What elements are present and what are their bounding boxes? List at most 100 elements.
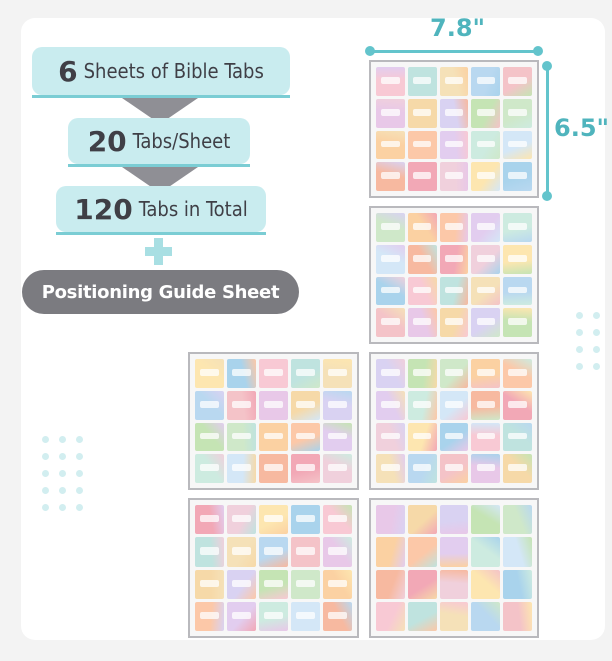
bible-tab xyxy=(376,569,405,599)
bible-tab xyxy=(407,601,437,631)
bible-tab xyxy=(376,67,405,96)
bible-tab xyxy=(376,601,405,631)
bible-tab xyxy=(195,505,224,535)
bible-tab xyxy=(439,130,469,160)
total-count: 120 xyxy=(74,192,133,226)
bible-tab xyxy=(407,359,437,388)
positioning-guide-sheet xyxy=(369,498,539,638)
bible-tab xyxy=(471,162,501,191)
tab-sheet-5 xyxy=(188,498,359,638)
per-sheet-count: 20 xyxy=(87,124,127,158)
bible-tab xyxy=(291,601,320,631)
bible-tab xyxy=(376,130,405,160)
bible-tab xyxy=(259,569,288,599)
bible-tab xyxy=(259,390,288,420)
bible-tab xyxy=(227,505,256,535)
bible-tab xyxy=(503,67,532,96)
width-label: 7.8" xyxy=(430,14,486,42)
bible-tab xyxy=(503,422,532,452)
bible-tab xyxy=(376,359,405,388)
bible-tab xyxy=(439,454,469,483)
bible-tab xyxy=(407,505,437,535)
banner-underline xyxy=(68,164,250,167)
bible-tab xyxy=(407,569,437,599)
bible-tab xyxy=(407,422,437,452)
bible-tab xyxy=(503,569,532,599)
bible-tab xyxy=(439,569,469,599)
bible-tab xyxy=(259,454,288,483)
sheets-banner: 6 Sheets of Bible Tabs xyxy=(32,47,290,95)
bible-tab xyxy=(471,244,501,274)
bible-tab xyxy=(259,601,288,631)
bible-tab xyxy=(503,308,532,337)
bible-tab xyxy=(439,213,469,242)
bible-tab xyxy=(407,213,437,242)
bible-tab xyxy=(291,359,320,388)
bible-tab xyxy=(195,569,224,599)
bible-tab xyxy=(439,390,469,420)
decorative-dots xyxy=(42,436,83,511)
tab-sheet-2 xyxy=(369,206,539,344)
bible-tab xyxy=(407,308,437,337)
bible-tab xyxy=(376,422,405,452)
bible-tab xyxy=(323,537,352,567)
bible-tab xyxy=(471,454,501,483)
bible-tab xyxy=(195,537,224,567)
bible-tab xyxy=(471,569,501,599)
bible-tab xyxy=(376,98,405,128)
bible-tab xyxy=(439,276,469,306)
bible-tab xyxy=(376,162,405,191)
height-dimension-line xyxy=(542,61,552,201)
bible-tab xyxy=(323,359,352,388)
bible-tab xyxy=(376,390,405,420)
bible-tab xyxy=(227,454,256,483)
bible-tab xyxy=(376,505,405,535)
bible-tab xyxy=(471,67,501,96)
bible-tab xyxy=(407,98,437,128)
bible-tab xyxy=(407,454,437,483)
bible-tab xyxy=(407,162,437,191)
bible-tab xyxy=(503,213,532,242)
bible-tab xyxy=(195,601,224,631)
bible-tab xyxy=(407,130,437,160)
bible-tab xyxy=(376,276,405,306)
bible-tab xyxy=(471,276,501,306)
bible-tab xyxy=(195,422,224,452)
per-sheet-label: Tabs/Sheet xyxy=(132,129,231,153)
bible-tab xyxy=(259,422,288,452)
bible-tab xyxy=(471,98,501,128)
per-sheet-banner: 20 Tabs/Sheet xyxy=(68,118,250,164)
total-label: Tabs in Total xyxy=(138,197,248,221)
bible-tab xyxy=(439,244,469,274)
banner-underline xyxy=(56,232,266,235)
tab-sheet-4 xyxy=(369,352,539,490)
bible-tab xyxy=(291,505,320,535)
bible-tab xyxy=(503,601,532,631)
bible-tab xyxy=(503,390,532,420)
bible-tab xyxy=(503,454,532,483)
bible-tab xyxy=(227,601,256,631)
bible-tab xyxy=(503,244,532,274)
bible-tab xyxy=(471,308,501,337)
bible-tab xyxy=(407,390,437,420)
bible-tab xyxy=(323,390,352,420)
plus-icon-bar xyxy=(145,247,172,256)
bible-tab xyxy=(259,505,288,535)
bible-tab xyxy=(407,67,437,96)
bible-tab xyxy=(259,359,288,388)
bible-tab xyxy=(227,569,256,599)
guide-sheet-badge: Positioning Guide Sheet xyxy=(22,270,299,314)
bible-tab xyxy=(471,213,501,242)
bible-tab xyxy=(471,537,501,567)
bible-tab xyxy=(407,537,437,567)
bible-tab xyxy=(376,537,405,567)
bible-tab xyxy=(439,67,469,96)
bible-tab xyxy=(439,98,469,128)
decorative-dots xyxy=(576,312,600,370)
bible-tab xyxy=(439,308,469,337)
bible-tab xyxy=(471,359,501,388)
bible-tab xyxy=(291,422,320,452)
bible-tab xyxy=(503,98,532,128)
tab-sheet-1 xyxy=(369,60,539,198)
height-label: 6.5" xyxy=(554,114,610,142)
